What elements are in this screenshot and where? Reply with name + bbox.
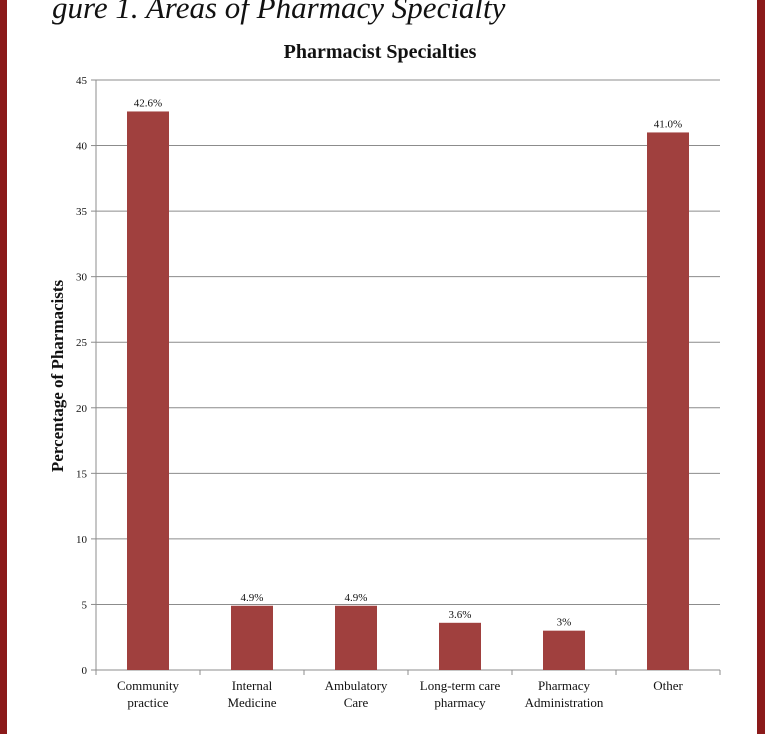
x-category-label: Internal <box>232 678 273 693</box>
axes <box>91 79 721 675</box>
y-tick-label: 40 <box>76 141 88 153</box>
data-label: 3.6% <box>449 609 472 621</box>
frame-right-border <box>757 0 765 734</box>
x-category-label: Medicine <box>227 695 276 710</box>
y-tick-label: 35 <box>76 206 88 218</box>
bar-4 <box>543 630 585 670</box>
y-tick-label: 15 <box>76 468 88 480</box>
x-category-label: Long-term care <box>420 678 501 693</box>
figure-caption: gure 1. Areas of Pharmacy Specialty <box>52 0 506 25</box>
y-tick-label: 45 <box>76 75 88 87</box>
bar-5 <box>647 132 689 670</box>
bar-2 <box>335 605 377 670</box>
gridlines <box>96 79 720 605</box>
x-category-label: Other <box>653 678 683 693</box>
y-tick-label: 0 <box>82 665 88 677</box>
y-axis-label: Percentage of Pharmacists <box>48 279 67 472</box>
bar-3 <box>439 622 481 670</box>
x-category-label: Ambulatory <box>325 678 388 693</box>
y-tick-label: 20 <box>76 403 88 415</box>
bars <box>127 111 689 670</box>
x-category-label: pharmacy <box>434 695 486 710</box>
y-tick-label: 5 <box>82 599 88 611</box>
data-label: 42.6% <box>134 97 162 109</box>
x-category-label: practice <box>127 695 168 710</box>
bar-1 <box>231 605 273 670</box>
x-category-label: Care <box>344 695 369 710</box>
x-category-label: Administration <box>525 695 604 710</box>
bar-0 <box>127 111 169 670</box>
y-tick-label: 25 <box>76 337 88 349</box>
data-label: 3% <box>557 617 572 629</box>
data-label: 41.0% <box>654 118 682 130</box>
chart-title: Pharmacist Specialties <box>284 41 477 63</box>
y-tick-label: 30 <box>76 272 88 284</box>
labels: 0 5 10 15 20 25 30 35 40 45 42.6% Community practice… <box>76 75 683 710</box>
data-label: 4.9% <box>241 592 264 604</box>
frame-left-border <box>0 0 7 734</box>
x-category-label: Pharmacy <box>538 678 590 693</box>
y-tick-label: 10 <box>76 534 88 546</box>
data-label: 4.9% <box>345 592 368 604</box>
x-category-label: Community <box>117 678 180 693</box>
